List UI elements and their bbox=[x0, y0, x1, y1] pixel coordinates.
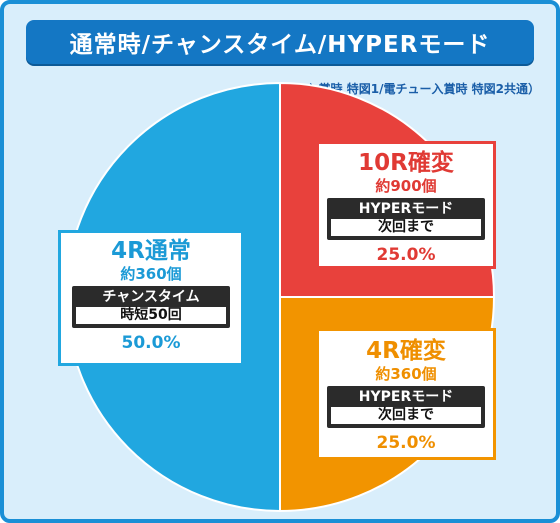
feature-detail: 次回まで bbox=[331, 407, 481, 424]
label-4r-tsujo: 4R通常 約360個 チャンスタイム 時短50回 50.0% bbox=[58, 230, 244, 366]
slice-title: 10R確変 bbox=[358, 150, 454, 176]
feature-detail: 時短50回 bbox=[76, 307, 226, 324]
feature-box: チャンスタイム 時短50回 bbox=[72, 286, 230, 328]
chart-title: 通常時/チャンスタイム/HYPERモード bbox=[26, 20, 534, 64]
label-10r-kakuhen: 10R確変 約900個 HYPERモード 次回まで 25.0% bbox=[316, 141, 496, 269]
feature-detail: 次回まで bbox=[331, 219, 481, 236]
slice-title: 4R確変 bbox=[366, 338, 446, 364]
feature-title: HYPERモード bbox=[358, 201, 454, 217]
slice-percent: 50.0% bbox=[121, 333, 181, 353]
slice-balls: 約360個 bbox=[120, 265, 182, 283]
label-4r-kakuhen: 4R確変 約360個 HYPERモード 次回まで 25.0% bbox=[316, 328, 496, 460]
slice-percent: 25.0% bbox=[376, 245, 436, 265]
slice-balls: 約900個 bbox=[375, 177, 437, 195]
slice-title: 4R通常 bbox=[111, 238, 191, 264]
feature-box: HYPERモード 次回まで bbox=[327, 198, 485, 240]
slice-balls: 約360個 bbox=[375, 365, 437, 383]
feature-title: HYPERモード bbox=[358, 389, 454, 405]
feature-box: HYPERモード 次回まで bbox=[327, 386, 485, 428]
feature-title: チャンスタイム bbox=[102, 289, 200, 305]
slice-percent: 25.0% bbox=[376, 433, 436, 453]
